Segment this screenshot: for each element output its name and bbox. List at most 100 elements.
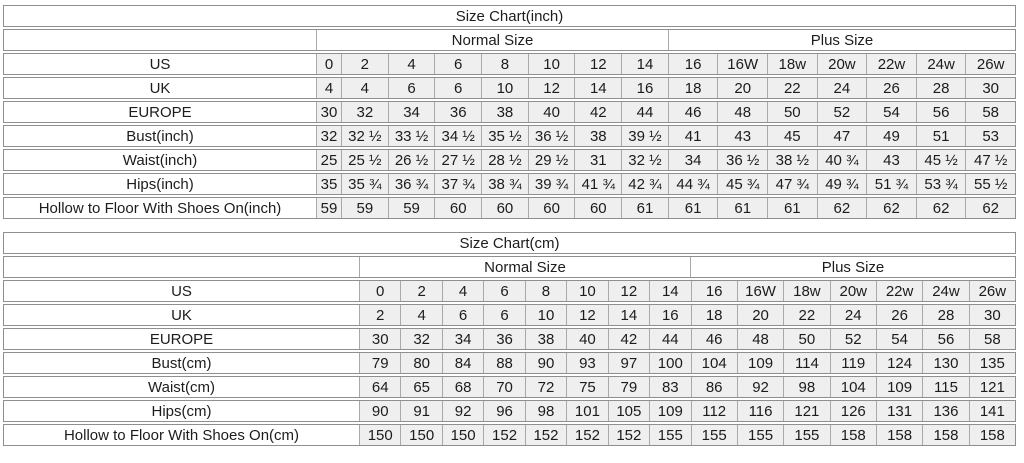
size-value-cell: 90 <box>524 353 567 373</box>
size-value-cell: 10 <box>527 54 575 74</box>
size-value-cell: 41 <box>667 126 718 146</box>
size-value-cell: 26w <box>968 281 1016 301</box>
table-row: Hollow to Floor With Shoes On(inch) 59 59 5… <box>3 197 1016 219</box>
table-row: Hips(cm) 90 91 92 96 98 101 105 109 112 116 121 126 1… <box>3 400 1016 422</box>
size-value-cell: 28 <box>922 305 969 325</box>
group-header-normal-size: Normal Size <box>359 257 690 277</box>
size-value-cell: 22 <box>783 305 830 325</box>
size-value-cell: 58 <box>968 329 1016 349</box>
size-value-cell: 62 <box>866 198 916 218</box>
size-value-cell: 158 <box>968 425 1016 445</box>
size-value-cell: 2 <box>400 281 442 301</box>
size-value-cell: 116 <box>736 401 784 421</box>
size-value-cell: 2 <box>341 54 388 74</box>
size-value-cell: 104 <box>690 353 737 373</box>
size-value-cell: 152 <box>566 425 608 445</box>
size-value-cell: 112 <box>690 401 737 421</box>
column-group-header-row: Normal Size Plus Size <box>3 29 1016 51</box>
size-value-cell: 30 <box>968 305 1016 325</box>
size-value-cell: 114 <box>783 353 830 373</box>
size-value-cell: 12 <box>527 78 575 98</box>
size-value-cell: 6 <box>434 54 482 74</box>
size-value-cell: 80 <box>400 353 442 373</box>
size-value-cell: 48 <box>736 329 784 349</box>
size-value-cell: 18 <box>690 305 737 325</box>
size-value-cell: 18w <box>783 281 830 301</box>
size-value-cell: 36 ¾ <box>387 174 435 194</box>
size-value-cell: 14 <box>621 54 668 74</box>
table-row: Hips(inch) 35 35 ¾ 36 ¾ 37 ¾ 38 ¾ 39 ¾ 41 ¾ 42 ¾… <box>3 173 1016 195</box>
size-value-cell: 135 <box>968 353 1016 373</box>
size-value-cell: 38 <box>481 102 528 122</box>
size-value-cell: 33 ½ <box>387 126 435 146</box>
size-value-cell: 0 <box>359 281 401 301</box>
group-header-plus-size: Plus Size <box>668 30 1015 50</box>
size-value-cell: 62 <box>965 198 1015 218</box>
size-value-cell: 75 <box>566 377 608 397</box>
size-value-cell: 6 <box>387 78 435 98</box>
size-value-cell: 65 <box>400 377 442 397</box>
size-value-cell: 14 <box>574 78 622 98</box>
size-value-cell: 26 ½ <box>387 150 435 170</box>
size-value-cell: 6 <box>434 78 482 98</box>
size-value-cell: 39 ½ <box>621 126 668 146</box>
size-value-cell: 10 <box>566 281 608 301</box>
row-label: Hips(cm) <box>4 401 359 421</box>
row-label: UK <box>4 305 359 325</box>
table-row: EUROPE 30 32 34 36 38 40 42 44 46 48 50 52 54 56 58 <box>3 101 1016 123</box>
size-value-cell: 61 <box>717 198 767 218</box>
row-label: UK <box>4 78 316 98</box>
size-value-cell: 20 <box>717 78 767 98</box>
size-value-cell: 35 <box>316 174 341 194</box>
size-value-cell: 155 <box>783 425 830 445</box>
size-value-cell: 14 <box>607 305 650 325</box>
size-value-cell: 86 <box>690 377 737 397</box>
table-row: UK 2 4 6 6 10 12 14 16 18 20 22 24 26 28 30 <box>3 304 1016 326</box>
size-value-cell: 101 <box>566 401 608 421</box>
size-value-cell: 79 <box>607 377 650 397</box>
size-value-cell: 54 <box>875 329 923 349</box>
size-value-cell: 38 ¾ <box>481 174 528 194</box>
size-value-cell: 24w <box>915 54 966 74</box>
size-value-cell: 24 <box>829 305 876 325</box>
size-value-cell: 4 <box>400 305 442 325</box>
row-label: Waist(cm) <box>4 377 359 397</box>
size-value-cell: 150 <box>400 425 442 445</box>
size-value-cell: 136 <box>922 401 969 421</box>
size-value-cell: 20w <box>816 54 867 74</box>
size-value-cell: 62 <box>816 198 867 218</box>
size-value-cell: 83 <box>649 377 691 397</box>
size-value-cell: 62 <box>915 198 966 218</box>
table-title-row: Size Chart(inch) <box>3 5 1016 27</box>
size-value-cell: 30 <box>359 329 401 349</box>
size-value-cell: 45 <box>767 126 817 146</box>
size-value-cell: 22 <box>767 78 817 98</box>
row-label: Bust(cm) <box>4 353 359 373</box>
row-label: Hollow to Floor With Shoes On(cm) <box>4 425 359 445</box>
size-value-cell: 92 <box>441 401 484 421</box>
size-value-cell: 155 <box>690 425 737 445</box>
size-value-cell: 32 <box>316 126 341 146</box>
size-value-cell: 98 <box>783 377 830 397</box>
size-value-cell: 30 <box>965 78 1015 98</box>
size-value-cell: 8 <box>524 281 567 301</box>
size-value-cell: 97 <box>607 353 650 373</box>
size-value-cell: 51 ¾ <box>866 174 916 194</box>
row-label: Hips(inch) <box>4 174 316 194</box>
size-value-cell: 124 <box>875 353 923 373</box>
size-value-cell: 6 <box>483 305 525 325</box>
size-value-cell: 38 <box>574 126 622 146</box>
size-value-cell: 40 <box>527 102 575 122</box>
size-value-cell: 47 <box>816 126 867 146</box>
size-value-cell: 6 <box>441 305 484 325</box>
size-value-cell: 56 <box>922 329 969 349</box>
size-value-cell: 4 <box>441 281 484 301</box>
table-row: EUROPE 30 32 34 36 38 40 42 44 46 48 50 52 54 56 58 <box>3 328 1016 350</box>
size-value-cell: 20w <box>829 281 876 301</box>
table-row: Bust(cm) 79 80 84 88 90 93 97 100 104 109 114 119 124… <box>3 352 1016 374</box>
size-value-cell: 36 ½ <box>717 150 767 170</box>
size-value-cell: 91 <box>400 401 442 421</box>
size-value-cell: 39 ¾ <box>527 174 575 194</box>
size-value-cell: 152 <box>524 425 567 445</box>
size-value-cell: 50 <box>767 102 817 122</box>
